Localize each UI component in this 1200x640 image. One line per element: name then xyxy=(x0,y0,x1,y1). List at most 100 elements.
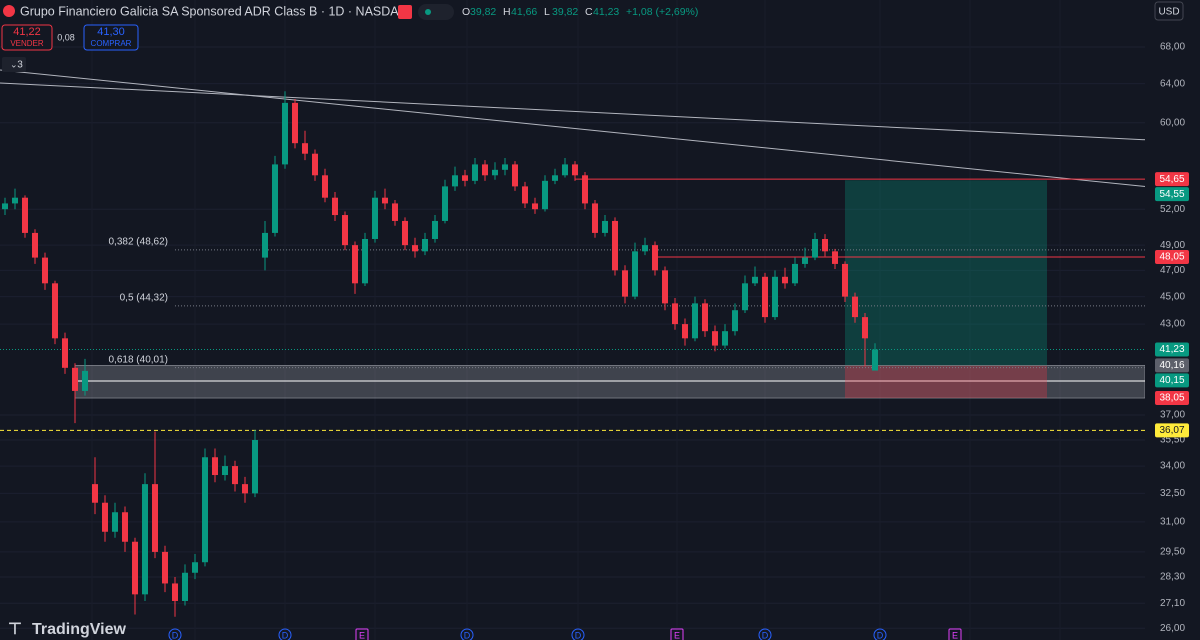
candle-body xyxy=(72,367,78,391)
event-label: E xyxy=(359,630,365,640)
candle-body xyxy=(12,197,18,204)
buy-button[interactable] xyxy=(83,24,139,51)
candle-body xyxy=(672,303,678,325)
event-label: E xyxy=(952,630,958,640)
candle-body xyxy=(792,263,798,284)
candle-body xyxy=(452,175,458,187)
candle-body xyxy=(802,257,808,264)
candle-body xyxy=(822,238,828,252)
price-tag xyxy=(1155,342,1189,357)
candle-body xyxy=(482,164,488,176)
event-label: D xyxy=(877,630,884,640)
y-tick-label: 34,00 xyxy=(1160,461,1185,472)
sell-button[interactable] xyxy=(1,24,53,51)
candle-body xyxy=(252,439,258,494)
candle-body xyxy=(572,164,578,176)
candle-body xyxy=(212,457,218,476)
price-tag-label: 41,23 xyxy=(1159,344,1184,355)
event-label: E xyxy=(674,630,680,640)
candle-body xyxy=(132,541,138,595)
quote-key: L xyxy=(544,6,550,18)
candle-body xyxy=(742,283,748,311)
candle-body xyxy=(862,317,868,339)
event-icon[interactable] xyxy=(355,628,369,640)
quote-key: O xyxy=(462,6,470,18)
indicator-count: 3 xyxy=(17,60,23,71)
candle-body xyxy=(522,186,528,204)
candle-body xyxy=(192,562,198,573)
candle-body xyxy=(382,197,388,204)
event-icon[interactable] xyxy=(948,628,962,640)
price-tag xyxy=(1155,249,1189,264)
candle-body xyxy=(442,186,448,221)
candle-body xyxy=(362,238,368,284)
event-icon[interactable] xyxy=(758,628,772,640)
plot: 0,382 (48,62) 0,5 (44,32) 0,618 (40,01) xyxy=(0,91,1146,617)
y-tick-label: 27,10 xyxy=(1160,598,1185,609)
y-tick-label: 49,00 xyxy=(1160,240,1185,251)
currency-button[interactable] xyxy=(1154,1,1184,21)
sell-label: VENDER xyxy=(10,39,44,48)
y-tick-label: 35,50 xyxy=(1160,435,1185,446)
candle-body xyxy=(22,197,28,233)
event-icon[interactable] xyxy=(460,628,474,640)
candle-body xyxy=(832,251,838,264)
candle-body xyxy=(492,169,498,176)
candle-body xyxy=(582,175,588,204)
candle-body xyxy=(682,324,688,339)
buy-price: 41,30 xyxy=(97,26,125,38)
candle-body xyxy=(622,270,628,297)
symbol-icon xyxy=(3,5,15,17)
event-icon[interactable] xyxy=(278,628,292,640)
candle-body xyxy=(282,102,288,165)
candle-body xyxy=(422,238,428,252)
candle-body xyxy=(102,502,108,532)
event-icon[interactable] xyxy=(873,628,887,640)
candle-body xyxy=(712,331,718,346)
zone xyxy=(74,365,1146,399)
fib-label: 0,382 (48,62) xyxy=(109,236,169,247)
indicator-toggle[interactable] xyxy=(2,57,26,72)
event-icon[interactable] xyxy=(571,628,585,640)
candle-body xyxy=(542,180,548,210)
flag[interactable] xyxy=(398,5,412,19)
y-tick-label: 64,00 xyxy=(1160,78,1185,89)
candle-body xyxy=(752,276,758,284)
price-tag xyxy=(1155,358,1189,373)
candle-body xyxy=(602,220,608,233)
candle-body xyxy=(162,551,168,584)
candle-body xyxy=(642,245,648,252)
price-tag-label: 48,05 xyxy=(1159,252,1184,263)
quote-value: 41,23 xyxy=(593,6,619,18)
target-zone xyxy=(845,180,1047,366)
candle-body xyxy=(472,164,478,181)
sell-price: 41,22 xyxy=(13,26,41,38)
quote-value: 41,66 xyxy=(511,6,537,18)
candle-body xyxy=(2,203,8,210)
candle-body xyxy=(842,263,848,297)
grid xyxy=(0,46,1145,629)
candle-body xyxy=(262,232,268,258)
candle-body xyxy=(52,283,58,339)
price-tag-label: 40,15 xyxy=(1159,375,1184,386)
y-tick-label: 43,00 xyxy=(1160,319,1185,330)
candle-body xyxy=(202,457,208,563)
candle-body xyxy=(872,349,878,371)
candle-body xyxy=(402,220,408,246)
quote: O 39,82 H 41,66 L 39,82 C 41,23 +1,08 (+2,69%) xyxy=(462,6,698,18)
candle-body xyxy=(662,270,668,304)
candle-body xyxy=(112,512,118,532)
event-icon[interactable] xyxy=(168,628,182,640)
candle-body xyxy=(142,484,148,595)
spread: 0,08 xyxy=(57,32,75,42)
y-tick-label: 45,00 xyxy=(1160,291,1185,302)
candle-body xyxy=(92,484,98,503)
y-tick-label: 68,00 xyxy=(1160,42,1185,53)
candle-body xyxy=(352,245,358,284)
buy-label: COMPRAR xyxy=(91,39,132,48)
candle-body xyxy=(82,370,88,391)
event-icon[interactable] xyxy=(670,628,684,640)
